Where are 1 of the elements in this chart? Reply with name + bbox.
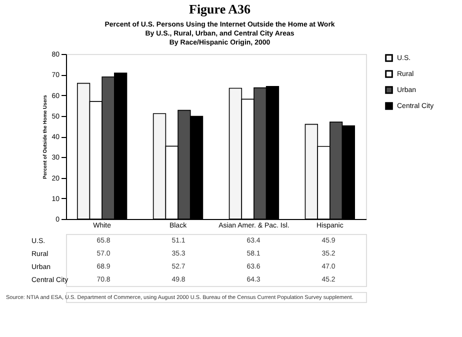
chart-title: Figure A36 [188, 2, 251, 16]
